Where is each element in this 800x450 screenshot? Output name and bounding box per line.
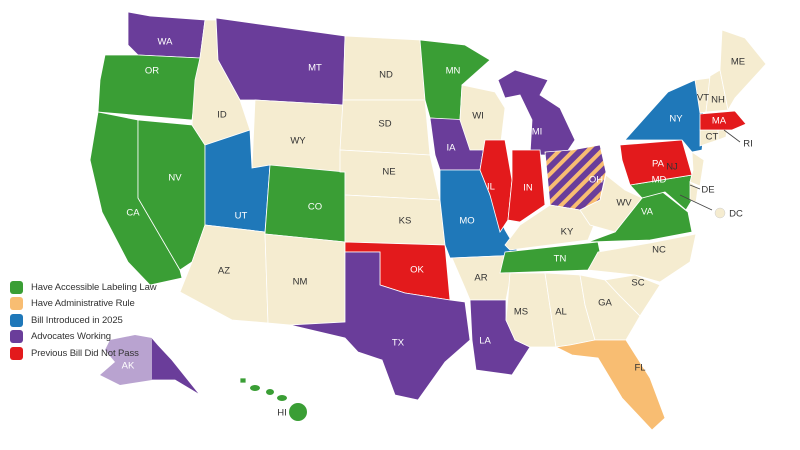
state-AK-west bbox=[100, 335, 152, 385]
state-label-PA: PA bbox=[652, 159, 665, 170]
state-label-CO: CO bbox=[308, 202, 322, 213]
state-label-WY: WY bbox=[290, 136, 306, 147]
state-label-MI: MI bbox=[532, 127, 543, 138]
state-label-SC: SC bbox=[631, 278, 644, 289]
state-label-UT: UT bbox=[235, 211, 248, 222]
state-IL[interactable] bbox=[479, 139, 513, 233]
state-label-MO: MO bbox=[459, 216, 474, 227]
state-MT[interactable] bbox=[215, 17, 346, 106]
hawaii-island[interactable] bbox=[289, 403, 307, 421]
state-WV[interactable] bbox=[579, 174, 643, 233]
state-label-CA: CA bbox=[126, 208, 140, 219]
hawaii-island[interactable] bbox=[266, 389, 274, 395]
legend-item-bill: Bill Introduced in 2025 bbox=[10, 312, 157, 329]
state-label-SD: SD bbox=[378, 119, 391, 130]
state-label-ME: ME bbox=[731, 57, 745, 68]
state-DC[interactable] bbox=[714, 207, 726, 219]
state-MI[interactable] bbox=[497, 69, 576, 156]
state-ND[interactable] bbox=[342, 35, 426, 101]
legend-swatch bbox=[10, 297, 23, 311]
state-label-CT: CT bbox=[706, 132, 719, 143]
dc-leader-line bbox=[679, 194, 713, 211]
state-label-VA: VA bbox=[641, 207, 654, 218]
legend-item-rule: Have Administrative Rule bbox=[10, 296, 157, 313]
state-label-WA: WA bbox=[158, 37, 174, 48]
state-CO[interactable] bbox=[264, 164, 346, 243]
state-label-IN: IN bbox=[523, 183, 533, 194]
state-label-OH: OH bbox=[589, 175, 603, 186]
legend-item-law: Have Accessible Labeling Law bbox=[10, 279, 157, 296]
state-label-IL: IL bbox=[487, 182, 495, 193]
state-label-KS: KS bbox=[399, 216, 412, 227]
state-label-WI: WI bbox=[472, 111, 484, 122]
state-label-MN: MN bbox=[446, 66, 461, 77]
legend-swatch bbox=[10, 280, 23, 294]
state-label-AK: AK bbox=[122, 361, 135, 372]
state-IN[interactable] bbox=[507, 149, 546, 223]
state-label-OR: OR bbox=[145, 66, 159, 77]
state-label-MD: MD bbox=[652, 175, 667, 186]
state-KS[interactable] bbox=[344, 194, 446, 246]
legend-label: Previous Bill Did Not Pass bbox=[31, 347, 139, 359]
state-NC[interactable] bbox=[587, 233, 697, 283]
state-label-NE: NE bbox=[382, 167, 395, 178]
state-label-LA: LA bbox=[479, 336, 491, 347]
state-label-TN: TN bbox=[554, 254, 567, 265]
state-label-MS: MS bbox=[514, 307, 528, 318]
legend-swatch bbox=[10, 346, 23, 360]
state-PA[interactable] bbox=[619, 139, 693, 186]
state-label-NV: NV bbox=[168, 173, 182, 184]
state-NJ[interactable] bbox=[689, 151, 705, 187]
legend-item-failed: Previous Bill Did Not Pass bbox=[10, 345, 157, 362]
state-label-FL: FL bbox=[634, 363, 645, 374]
legend-label: Advocates Working bbox=[31, 331, 111, 343]
state-label-NJ: NJ bbox=[666, 162, 678, 173]
state-label-DE: DE bbox=[701, 185, 714, 196]
state-label-AZ: AZ bbox=[218, 266, 230, 277]
legend-swatch bbox=[10, 313, 23, 327]
state-label-ID: ID bbox=[217, 110, 227, 121]
legend-swatch bbox=[10, 330, 23, 344]
state-label-AR: AR bbox=[474, 273, 487, 284]
state-SC[interactable] bbox=[604, 274, 661, 317]
state-label-IA: IA bbox=[447, 143, 457, 154]
state-label-KY: KY bbox=[561, 227, 574, 238]
state-label-TX: TX bbox=[392, 338, 405, 349]
state-label-HI: HI bbox=[277, 408, 287, 419]
state-label-NY: NY bbox=[669, 114, 683, 125]
state-FL[interactable] bbox=[554, 339, 666, 431]
state-RI[interactable] bbox=[717, 128, 728, 141]
state-label-AL: AL bbox=[555, 307, 567, 318]
state-label-WV: WV bbox=[616, 198, 632, 209]
legend: Have Accessible Labeling Law Have Admini… bbox=[10, 279, 157, 362]
state-WA[interactable] bbox=[127, 11, 206, 59]
state-label-OK: OK bbox=[410, 265, 424, 276]
legend-label: Have Accessible Labeling Law bbox=[31, 281, 157, 293]
hawaii-island[interactable] bbox=[250, 385, 260, 391]
legend-label: Bill Introduced in 2025 bbox=[31, 314, 123, 326]
state-label-MA: MA bbox=[712, 116, 727, 127]
state-HI[interactable] bbox=[239, 377, 247, 384]
state-label-RI: RI bbox=[743, 139, 753, 150]
de-leader-line bbox=[689, 184, 701, 190]
state-ME[interactable] bbox=[719, 29, 767, 112]
ri-leader-line bbox=[723, 129, 741, 143]
state-label-NC: NC bbox=[652, 245, 666, 256]
legend-item-advocates: Advocates Working bbox=[10, 329, 157, 346]
state-label-NM: NM bbox=[293, 277, 308, 288]
state-TX[interactable] bbox=[289, 251, 471, 401]
state-label-VT: VT bbox=[697, 93, 709, 104]
state-label-ND: ND bbox=[379, 70, 393, 81]
state-label-MT: MT bbox=[308, 63, 322, 74]
state-label-NH: NH bbox=[711, 95, 725, 106]
state-label-DC: DC bbox=[729, 209, 743, 220]
hawaii-island[interactable] bbox=[277, 395, 287, 401]
state-label-GA: GA bbox=[598, 298, 612, 309]
legend-label: Have Administrative Rule bbox=[31, 298, 135, 310]
state-MA[interactable] bbox=[699, 110, 747, 131]
